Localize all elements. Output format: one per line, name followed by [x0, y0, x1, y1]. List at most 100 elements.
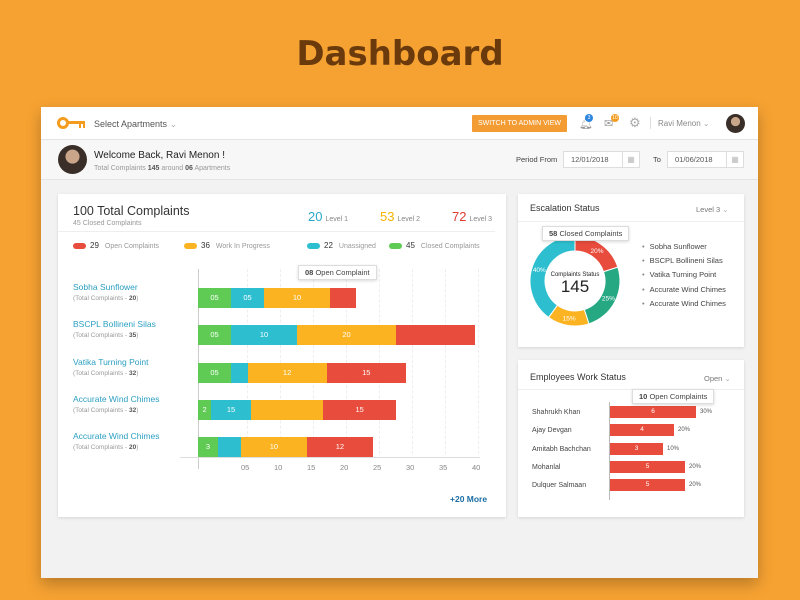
slice-label: 15% [563, 316, 576, 323]
total-label: Total Complaints [75, 406, 124, 414]
level-label: Level 1 [325, 216, 349, 223]
category-total: (Total Complaints - 20) [73, 444, 139, 452]
bar-segment[interactable]: 10 [231, 325, 297, 346]
bar-segment[interactable] [217, 437, 241, 458]
level-stat: 20 Level 1 [308, 208, 348, 226]
category-total: (Total Complaints - 32) [73, 369, 139, 377]
top-bar: Select Apartments ⌄ SWITCH TO ADMIN VIEW… [41, 107, 758, 140]
category-label[interactable]: BSCPL Bollineni Silas (Total Complaints -… [73, 319, 156, 339]
employees-title: Employees Work Status [530, 372, 626, 382]
employee-bar[interactable]: 5 [610, 460, 685, 473]
legend-value: 22 [324, 241, 333, 250]
item-label: Accurate Wind Chimes [649, 284, 726, 294]
legend-swatch [307, 242, 320, 249]
bar-segment[interactable]: 05 [231, 288, 264, 308]
stacked-bar[interactable]: 05 12 15 [198, 362, 478, 383]
level-value: 20 [308, 209, 323, 224]
employee-bar[interactable]: 4 [610, 424, 674, 437]
gear-icon[interactable]: ⚙ [629, 115, 641, 130]
summary-suffix: Apartments [194, 165, 231, 172]
level-stat: 72 Level 3 [452, 208, 492, 226]
total-value: 32 [129, 406, 137, 414]
escalation-list-item[interactable]: • Accurate Wind Chimes [642, 285, 726, 299]
select-apartments-dropdown[interactable]: Select Apartments ⌄ [94, 119, 177, 130]
mail-icon[interactable]: ✉ 10 [604, 114, 619, 130]
stacked-bar[interactable]: 05 10 20 [198, 325, 478, 346]
switch-admin-view-button[interactable]: SWITCH TO ADMIN VIEW [472, 115, 567, 132]
bullet-icon: • [642, 270, 645, 280]
slice-label: 40% [533, 267, 546, 274]
legend-swatch [389, 242, 402, 249]
bar-segment[interactable]: 12 [306, 437, 373, 458]
bar-segment[interactable]: 2 [198, 399, 212, 420]
summary-mid: around [161, 165, 184, 172]
level-value: 53 [380, 209, 395, 224]
bar-segment[interactable] [231, 362, 248, 383]
status-dropdown[interactable]: Open ⌄ [704, 374, 731, 383]
gridline [313, 269, 314, 454]
bar-segment[interactable]: 05 [198, 325, 231, 346]
welcome-summary: Total Complaints 145 around 06 Apartment… [94, 165, 230, 172]
to-date-input[interactable]: 01/06/2018 ▦ [667, 151, 744, 168]
welcome-bar: Welcome Back, Ravi Menon ! Total Complai… [41, 140, 758, 180]
divider [58, 231, 495, 232]
stacked-bar[interactable]: 05 05 10 [198, 288, 478, 308]
chevron-down-icon: ⌄ [702, 119, 710, 128]
category-name: Accurate Wind Chimes [73, 431, 160, 442]
bar-segment[interactable]: 10 [264, 288, 330, 308]
escalation-list-item[interactable]: • BSCPL Bollineni Silas [642, 256, 726, 270]
calendar-icon[interactable]: ▦ [622, 152, 639, 167]
legend-item: 45 Closed Complaints [389, 241, 480, 250]
bar-segment[interactable]: 15 [211, 399, 251, 420]
apartment-count: 06 [185, 165, 193, 172]
closed-subtitle: 45 Closed Complaints [73, 220, 142, 227]
category-label[interactable]: Vatika Turning Point (Total Complaints - … [73, 357, 148, 377]
employee-bar[interactable]: 6 [610, 406, 696, 418]
category-label[interactable]: Sobha Sunflower (Total Complaints - 20) [73, 282, 138, 302]
more-link[interactable]: +20 More [450, 494, 488, 504]
bar-segment[interactable]: 15 [326, 362, 406, 383]
bar-segment[interactable]: 20 [297, 325, 396, 346]
level-dropdown[interactable]: Level 3 ⌄ [696, 205, 729, 214]
x-tick-label: 35 [439, 463, 448, 472]
employee-bar[interactable]: 5 [610, 479, 685, 492]
bar-segment[interactable]: 05 [198, 362, 231, 383]
category-label[interactable]: Accurate Wind Chimes (Total Complaints - … [73, 431, 159, 451]
bar-segment[interactable] [330, 288, 357, 308]
level-label: Level 2 [397, 216, 421, 223]
legend-swatch [184, 242, 197, 249]
stacked-bar[interactable]: 3 10 12 [198, 437, 478, 458]
bar-segment[interactable]: 12 [247, 362, 327, 383]
slice-label: 25% [602, 296, 615, 303]
employee-bar[interactable]: 3 [610, 442, 663, 455]
x-tick-label: 40 [472, 463, 481, 472]
stacked-bar[interactable]: 2 15 15 [198, 399, 478, 420]
tooltip-value: 08 [305, 268, 314, 277]
bar-segment[interactable]: 15 [323, 399, 396, 420]
bar-segment[interactable] [250, 399, 324, 420]
bar-segment[interactable]: 10 [240, 437, 307, 458]
escalation-title: Escalation Status [530, 203, 600, 213]
category-name: Sobha Sunflower [73, 282, 138, 292]
x-tick-label: 20 [340, 463, 349, 472]
from-date-input[interactable]: 12/01/2018 ▦ [563, 151, 640, 168]
bell-icon[interactable]: 🔔︎ 3 [579, 114, 593, 130]
level-stat: 53 Level 2 [380, 208, 420, 226]
divider [650, 117, 651, 129]
bar-segment[interactable]: 3 [198, 437, 218, 458]
category-label[interactable]: Accurate Wind Chimes (Total Complaints - … [73, 394, 159, 414]
level-value: 72 [452, 209, 467, 224]
user-menu[interactable]: Ravi Menon ⌄ [658, 119, 710, 128]
tooltip-text: Closed Complaints [559, 229, 623, 238]
escalation-list-item[interactable]: • Vatika Turning Point [642, 270, 726, 284]
escalation-list-item[interactable]: • Accurate Wind Chimes [642, 299, 726, 313]
calendar-icon[interactable]: ▦ [726, 152, 743, 167]
avatar[interactable] [726, 114, 745, 133]
bar-segment[interactable]: 05 [198, 288, 231, 308]
user-name: Ravi Menon [658, 119, 701, 128]
app-window: Select Apartments ⌄ SWITCH TO ADMIN VIEW… [41, 107, 758, 578]
employee-name: Mohanlal [532, 463, 561, 471]
escalation-list-item[interactable]: • Sobha Sunflower [642, 242, 726, 256]
bar-segment[interactable] [396, 325, 476, 346]
